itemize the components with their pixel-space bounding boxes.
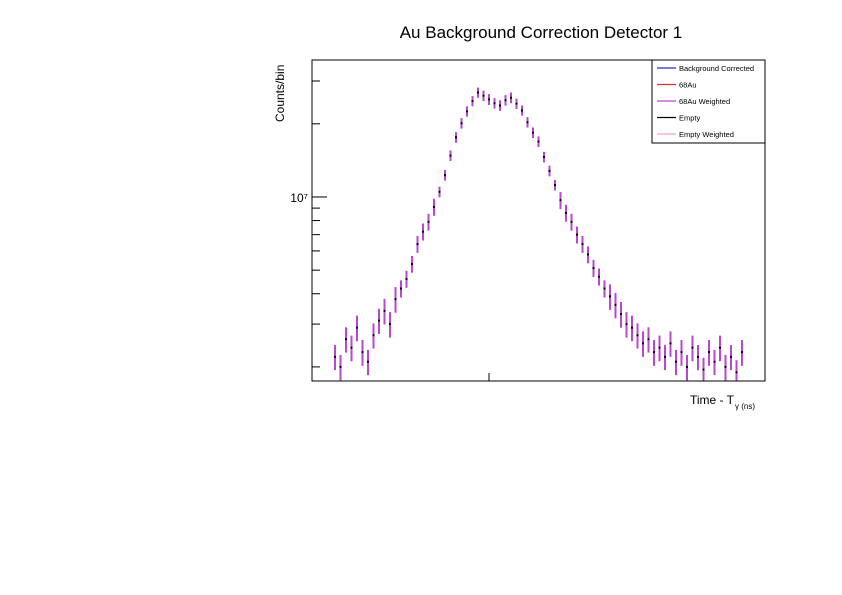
data-point <box>713 360 716 363</box>
y-tick-label: 10⁷ <box>290 191 308 205</box>
data-point <box>548 169 551 172</box>
data-point <box>537 140 540 143</box>
data-point <box>350 346 353 349</box>
data-point <box>510 96 512 99</box>
data-point <box>691 346 694 349</box>
data-point <box>609 295 611 298</box>
legend-label: Empty <box>679 114 701 123</box>
data-point <box>334 355 336 358</box>
x-axis-label: Time - T <box>690 393 735 407</box>
data-point <box>493 102 496 105</box>
data-point <box>543 156 545 159</box>
data-point <box>708 351 710 354</box>
data-point <box>565 211 567 214</box>
data-point <box>686 365 688 368</box>
data-point <box>466 110 468 113</box>
data-point <box>554 184 556 187</box>
data-point <box>570 220 573 223</box>
data-point <box>427 220 430 223</box>
data-point <box>664 355 666 358</box>
data-point <box>433 205 435 208</box>
data-point <box>477 91 479 94</box>
data-point <box>444 174 446 177</box>
data-point <box>702 368 705 371</box>
data-point <box>339 365 342 368</box>
data-point <box>378 319 380 322</box>
data-point <box>532 131 534 134</box>
legend: Background Corrected 68Au 68Au Weighted Emp… <box>651 59 766 144</box>
data-point <box>559 199 562 202</box>
data-point <box>625 323 628 326</box>
data-point <box>735 371 738 374</box>
legend-label: 68Au <box>679 81 697 90</box>
data-point <box>416 243 419 246</box>
data-point <box>499 104 501 107</box>
data-point <box>394 298 397 301</box>
data-point <box>675 360 677 363</box>
data-point <box>592 267 595 270</box>
data-point <box>730 355 732 358</box>
data-point <box>405 277 408 280</box>
data-point <box>719 346 721 349</box>
data-point <box>697 355 699 358</box>
legend-label: Empty Weighted <box>679 130 734 139</box>
data-point <box>383 309 386 312</box>
data-point <box>438 190 441 193</box>
data-point <box>680 351 683 354</box>
data-point <box>669 342 672 345</box>
data-point <box>653 351 655 354</box>
data-point <box>422 230 424 233</box>
data-point <box>400 287 402 290</box>
y-axis-label: Counts/bin <box>273 65 287 122</box>
data-point <box>526 121 529 124</box>
data-point <box>647 338 650 341</box>
data-point <box>603 287 606 290</box>
data-point <box>587 253 589 256</box>
chart-title: Au Background Correction Detector 1 <box>400 23 683 42</box>
data-point <box>449 154 452 157</box>
data-point <box>636 334 639 337</box>
data-point <box>620 313 622 316</box>
data-point <box>658 346 661 349</box>
data-point <box>521 109 523 112</box>
data-point <box>631 326 633 329</box>
data-point <box>361 351 364 354</box>
data-point <box>576 233 578 236</box>
data-point <box>367 360 369 363</box>
data-point <box>455 136 457 139</box>
data-point <box>598 275 600 278</box>
data-point <box>741 351 743 354</box>
x-axis-label-subscript: γ (ns) <box>735 402 755 411</box>
data-point <box>356 326 358 329</box>
data-point <box>504 99 507 102</box>
data-point <box>488 98 490 101</box>
data-point <box>581 243 584 246</box>
data-point <box>411 263 413 266</box>
data-point <box>460 122 463 125</box>
data-point <box>482 94 485 97</box>
legend-label: Background Corrected <box>679 64 754 73</box>
data-point <box>345 338 347 341</box>
data-point <box>724 365 727 368</box>
data-point <box>642 342 644 345</box>
data-point <box>471 100 474 103</box>
plot-area <box>334 87 743 381</box>
data-point <box>614 303 617 306</box>
data-point <box>515 102 518 105</box>
data-point <box>372 334 375 337</box>
data-point <box>389 323 391 326</box>
legend-label: 68Au Weighted <box>679 97 730 106</box>
